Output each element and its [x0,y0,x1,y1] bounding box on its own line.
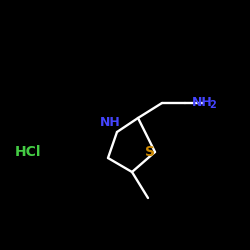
Text: S: S [145,145,155,159]
Text: NH: NH [192,96,212,110]
Text: NH: NH [100,116,120,128]
Text: 2: 2 [210,100,216,110]
Text: HCl: HCl [15,145,41,159]
